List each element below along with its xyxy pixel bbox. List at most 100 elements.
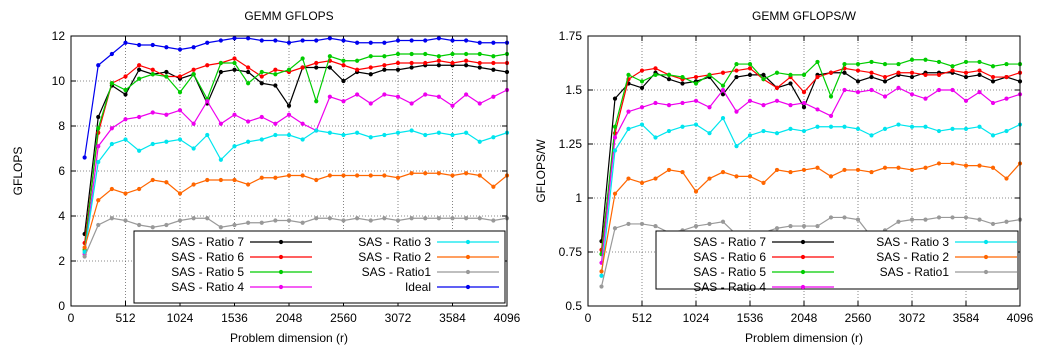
data-point xyxy=(882,61,888,67)
data-point xyxy=(599,269,604,274)
x-tick-label: 0 xyxy=(585,311,592,325)
data-point xyxy=(666,103,672,108)
data-point xyxy=(109,51,114,57)
data-point xyxy=(464,51,469,57)
data-point xyxy=(436,58,441,63)
data-point xyxy=(150,42,155,48)
data-point xyxy=(869,74,874,80)
data-point xyxy=(82,245,87,250)
data-point xyxy=(774,226,780,231)
data-point xyxy=(368,218,373,223)
data-point xyxy=(774,70,780,75)
y-tick-label: 6 xyxy=(58,164,65,178)
data-point xyxy=(761,103,766,108)
data-point xyxy=(734,144,739,149)
data-point xyxy=(612,226,618,231)
data-point xyxy=(164,112,169,117)
data-point xyxy=(123,74,128,79)
data-point xyxy=(150,225,155,230)
data-point xyxy=(395,94,401,99)
data-point xyxy=(491,218,496,223)
data-point xyxy=(123,137,128,142)
data-point xyxy=(680,81,685,86)
data-point xyxy=(436,36,441,41)
data-point xyxy=(137,148,142,153)
data-point xyxy=(653,100,658,106)
data-point xyxy=(96,63,101,68)
data-point xyxy=(720,219,726,224)
series-line xyxy=(84,53,508,250)
data-point xyxy=(828,113,834,119)
data-point xyxy=(909,70,915,75)
data-point xyxy=(327,65,332,70)
data-point xyxy=(612,148,618,153)
data-point xyxy=(963,59,969,65)
data-point xyxy=(109,141,114,147)
data-point xyxy=(82,254,87,259)
data-point xyxy=(693,74,699,80)
data-point xyxy=(680,124,685,129)
x-tick-label: 1536 xyxy=(221,311,248,325)
data-point xyxy=(368,65,373,70)
data-point xyxy=(450,103,455,108)
data-point xyxy=(137,67,142,72)
legend-item: SAS - Ratio1 xyxy=(880,265,1017,279)
data-point xyxy=(246,69,251,75)
data-point xyxy=(491,135,496,140)
data-point xyxy=(747,61,753,67)
series-sas-ratio-7 xyxy=(82,63,510,237)
data-point xyxy=(963,163,969,168)
legend-marker xyxy=(983,269,989,275)
data-point xyxy=(855,90,861,95)
data-point xyxy=(177,108,183,113)
series-line xyxy=(600,59,1020,255)
data-point xyxy=(734,68,739,73)
data-point xyxy=(896,61,901,67)
data-point xyxy=(327,130,332,135)
data-point xyxy=(164,139,169,144)
data-point xyxy=(150,141,155,147)
data-point xyxy=(382,173,387,178)
data-point xyxy=(409,65,414,70)
data-point xyxy=(246,65,251,70)
legend-label: SAS - Ratio 4 xyxy=(171,280,244,294)
legend-item: SAS - Ratio 6 xyxy=(693,250,834,264)
data-point xyxy=(693,81,699,86)
data-point xyxy=(436,63,441,68)
data-point xyxy=(923,165,928,170)
data-point xyxy=(815,74,820,80)
data-point xyxy=(205,177,210,183)
x-tick-label: 512 xyxy=(115,311,135,325)
data-point xyxy=(300,65,305,70)
data-point xyxy=(314,38,319,43)
x-tick-label: 3584 xyxy=(439,311,466,325)
data-point xyxy=(218,60,223,66)
data-point xyxy=(734,174,739,179)
data-point xyxy=(450,132,455,138)
data-point xyxy=(842,167,847,173)
data-point xyxy=(150,177,155,183)
data-point xyxy=(409,38,414,43)
y-tick-label: 1.75 xyxy=(559,29,583,43)
legend-marker xyxy=(983,239,989,245)
legend-item: SAS - Ratio 5 xyxy=(693,265,834,279)
legend-label: SAS - Ratio 5 xyxy=(171,265,244,279)
data-point xyxy=(96,222,101,228)
data-point xyxy=(855,79,861,84)
data-point xyxy=(842,124,847,129)
data-point xyxy=(477,173,482,178)
series-sas-ratio-2 xyxy=(599,161,1023,274)
data-point xyxy=(936,215,942,220)
legend-label: SAS - Ratio 7 xyxy=(171,235,244,249)
legend-marker xyxy=(800,239,806,245)
y-tick-label: 4 xyxy=(58,209,65,223)
data-point xyxy=(950,215,955,220)
chart-title: GEMM GFLOPS xyxy=(244,9,333,23)
data-point xyxy=(96,114,101,120)
data-point xyxy=(869,59,874,65)
data-point xyxy=(436,216,441,221)
data-point xyxy=(612,124,618,129)
data-point xyxy=(96,198,101,203)
data-point xyxy=(990,165,996,170)
data-point xyxy=(828,174,834,179)
